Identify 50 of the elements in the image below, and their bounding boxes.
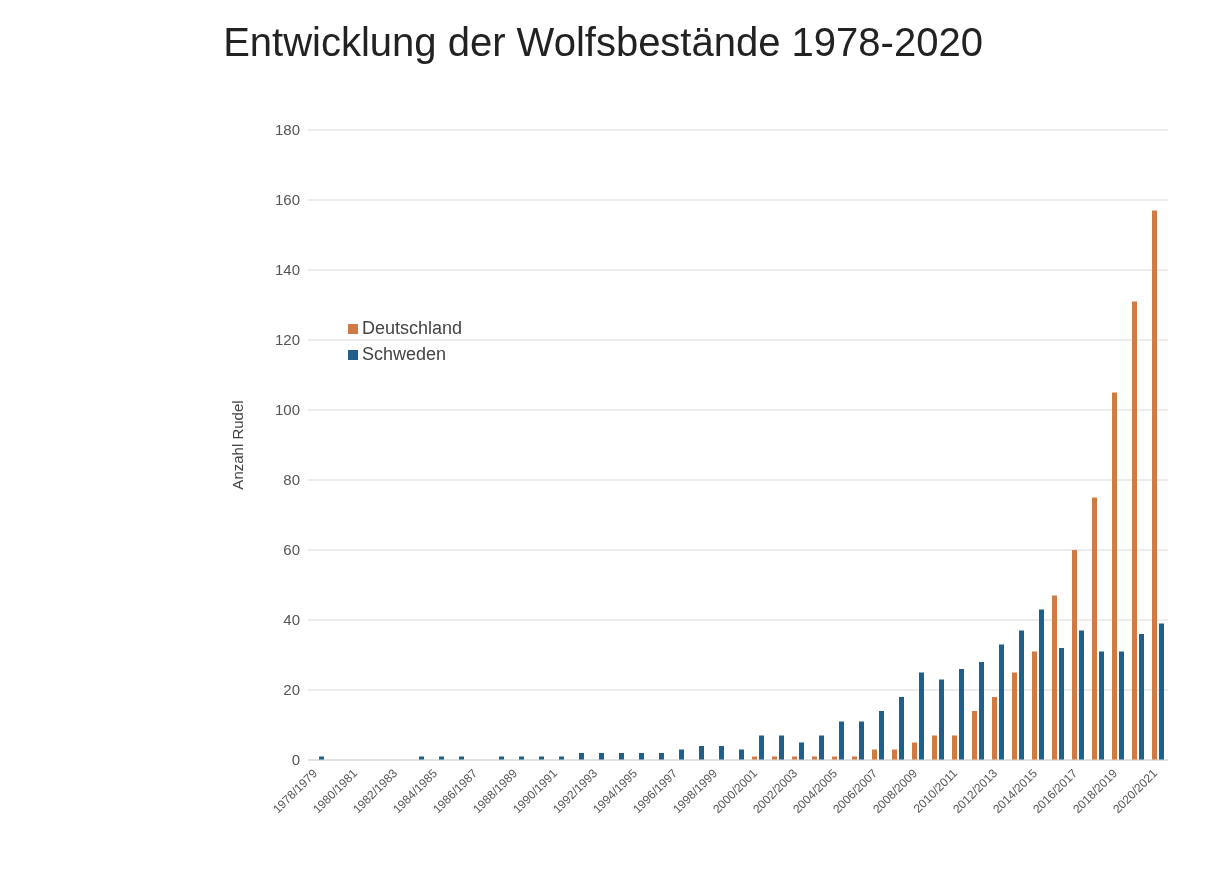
y-tick-label: 100 bbox=[274, 401, 300, 419]
bar bbox=[972, 711, 977, 760]
bar bbox=[1059, 648, 1064, 760]
y-tick-label: 60 bbox=[283, 541, 300, 559]
bar bbox=[699, 746, 704, 760]
y-tick-label: 40 bbox=[283, 611, 300, 629]
bar bbox=[999, 644, 1004, 760]
bar bbox=[1052, 595, 1057, 760]
bar bbox=[879, 711, 884, 760]
y-tick-label: 180 bbox=[274, 121, 300, 139]
bar bbox=[1112, 392, 1117, 760]
bar bbox=[1032, 651, 1037, 760]
bar bbox=[1099, 651, 1104, 760]
bar bbox=[1079, 630, 1084, 760]
chart-title: Entwicklung der Wolfsbestände 1978-2020 bbox=[222, 19, 984, 66]
bar bbox=[719, 746, 724, 760]
bar bbox=[1132, 301, 1137, 760]
bar bbox=[1072, 550, 1077, 760]
bar bbox=[1139, 634, 1144, 760]
bar bbox=[799, 742, 804, 760]
bar bbox=[1019, 630, 1024, 760]
y-tick-label: 160 bbox=[274, 191, 300, 209]
bar bbox=[912, 742, 917, 760]
y-axis-title: Anzahl Rudel bbox=[229, 400, 247, 490]
bar bbox=[1092, 497, 1097, 760]
y-tick-label: 120 bbox=[274, 331, 300, 349]
legend-label: Schweden bbox=[362, 344, 447, 364]
bar bbox=[979, 662, 984, 760]
bar bbox=[1039, 609, 1044, 760]
y-tick-label: 140 bbox=[274, 261, 300, 279]
bar bbox=[952, 735, 957, 760]
bar bbox=[939, 679, 944, 760]
bar bbox=[779, 735, 784, 760]
bar bbox=[839, 721, 844, 760]
bar bbox=[899, 697, 904, 760]
y-tick-label: 80 bbox=[283, 471, 300, 489]
y-tick-label: 0 bbox=[291, 751, 300, 769]
bar bbox=[932, 735, 937, 760]
bar bbox=[1119, 651, 1124, 760]
bar bbox=[859, 721, 864, 760]
bar bbox=[959, 669, 964, 760]
bar bbox=[759, 735, 764, 760]
bar bbox=[1012, 672, 1017, 760]
bar bbox=[919, 672, 924, 760]
legend-label: Deutschland bbox=[362, 318, 463, 338]
y-tick-label: 20 bbox=[283, 681, 300, 699]
bar bbox=[992, 697, 997, 760]
bar bbox=[1152, 210, 1157, 760]
bar bbox=[1159, 623, 1164, 760]
bar bbox=[819, 735, 824, 760]
